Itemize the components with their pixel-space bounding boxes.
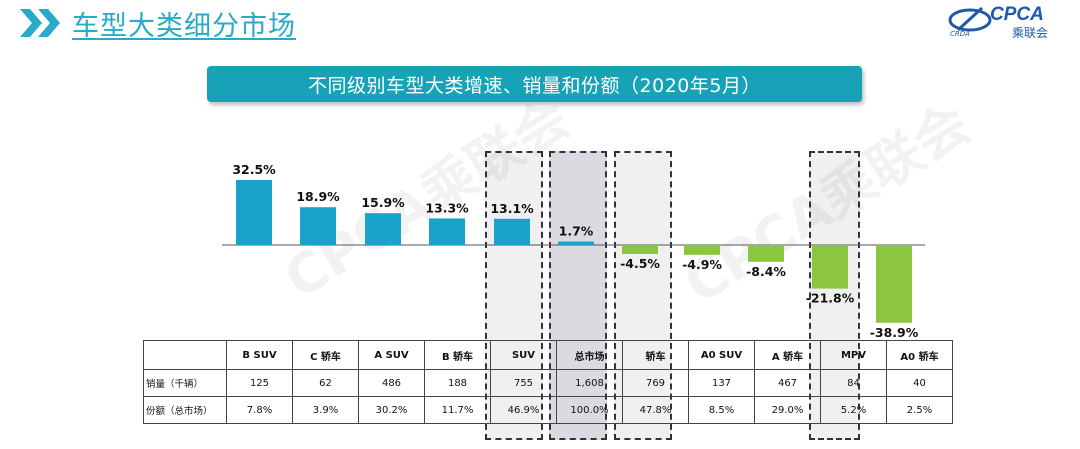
column-header: MPV xyxy=(820,340,887,370)
bar-3 xyxy=(429,218,465,245)
logo-mark: CRDA xyxy=(950,30,970,38)
column-header: 总市场 xyxy=(556,340,623,370)
bar-8 xyxy=(748,245,784,262)
table-cell: 8.5% xyxy=(688,396,755,424)
table-row-share: 份额（总市场） 7.8% 3.9% 30.2% 11.7% 46.9% 100.0% 47.… xyxy=(143,396,953,424)
table-cell: 40 xyxy=(886,369,953,397)
column-header: B 轿车 xyxy=(424,340,491,370)
logo-emblem-icon xyxy=(948,6,992,32)
logo-sub: 乘联会 xyxy=(1012,26,1049,40)
column-header: SUV xyxy=(490,340,557,370)
column-header: C 轿车 xyxy=(292,340,359,370)
table-cell: 5.2% xyxy=(820,396,887,424)
table-cell: 188 xyxy=(424,369,491,397)
table-cell: 29.0% xyxy=(754,396,821,424)
bar-9 xyxy=(812,245,848,289)
data-label-3: 13.3% xyxy=(425,200,469,215)
table-cell: 137 xyxy=(688,369,755,397)
bar-6 xyxy=(622,245,658,254)
double-chevron-icon xyxy=(20,9,66,37)
column-header: B SUV xyxy=(226,340,293,370)
page-title: 车型大类细分市场 xyxy=(72,10,296,42)
bar-4 xyxy=(494,218,530,245)
table-header-row: B SUV C 轿车 A SUV B 轿车 SUV 总市场 轿车 A0 SUV A 轿车 MPV A… xyxy=(143,340,953,370)
table-cell: 100.0% xyxy=(556,396,623,424)
table-cell: 7.8% xyxy=(226,396,293,424)
data-label-7: -4.9% xyxy=(682,257,722,272)
header: 车型大类细分市场 xyxy=(20,6,296,42)
bar-0 xyxy=(236,180,272,245)
data-label-8: -8.4% xyxy=(746,264,786,279)
table-cell: 1,608 xyxy=(556,369,623,397)
data-label-0: 32.5% xyxy=(232,162,276,177)
data-table: B SUV C 轿车 A SUV B 轿车 SUV 总市场 轿车 A0 SUV A 轿车 MPV A… xyxy=(143,340,953,424)
table-cell: 47.8% xyxy=(622,396,689,424)
column-header: A SUV xyxy=(358,340,425,370)
data-label-5: 1.7% xyxy=(559,224,594,239)
column-header: A0 SUV xyxy=(688,340,755,370)
data-label-2: 15.9% xyxy=(361,195,405,210)
table-cell: 3.9% xyxy=(292,396,359,424)
data-label-6: -4.5% xyxy=(620,256,660,271)
table-cell: 11.7% xyxy=(424,396,491,424)
data-label-9: -21.8% xyxy=(806,291,855,306)
column-header: 轿车 xyxy=(622,340,689,370)
table-cell: 467 xyxy=(754,369,821,397)
table-cell: 84 xyxy=(820,369,887,397)
table-cell: 486 xyxy=(358,369,425,397)
data-label-4: 13.1% xyxy=(490,201,534,216)
bar-2 xyxy=(365,213,401,245)
row-label: 份额（总市场） xyxy=(143,396,227,424)
table-cell: 62 xyxy=(292,369,359,397)
table-cell: 755 xyxy=(490,369,557,397)
table-cell: 769 xyxy=(622,369,689,397)
bar-1 xyxy=(300,207,336,245)
table-cell: 30.2% xyxy=(358,396,425,424)
bar-10 xyxy=(876,245,912,323)
logo-brand: CPCA xyxy=(990,4,1044,25)
data-label-10: -38.9% xyxy=(870,325,919,340)
row-label: 销量（千辆） xyxy=(143,369,227,397)
table-row-sales: 销量（千辆） 125 62 486 188 755 1,608 769 137 467 84 40 xyxy=(143,369,953,397)
table-corner xyxy=(143,340,227,370)
data-label-1: 18.9% xyxy=(296,189,340,204)
bar-5 xyxy=(558,241,594,245)
chart-title-banner: 不同级别车型大类增速、销量和份额（2020年5月） xyxy=(207,66,862,102)
column-header: A 轿车 xyxy=(754,340,821,370)
table-cell: 125 xyxy=(226,369,293,397)
bar-7 xyxy=(684,245,720,255)
cpca-logo: CPCA 乘联会 CRDA xyxy=(948,2,1052,42)
table-cell: 46.9% xyxy=(490,396,557,424)
column-header: A0 轿车 xyxy=(886,340,953,370)
table-cell: 2.5% xyxy=(886,396,953,424)
